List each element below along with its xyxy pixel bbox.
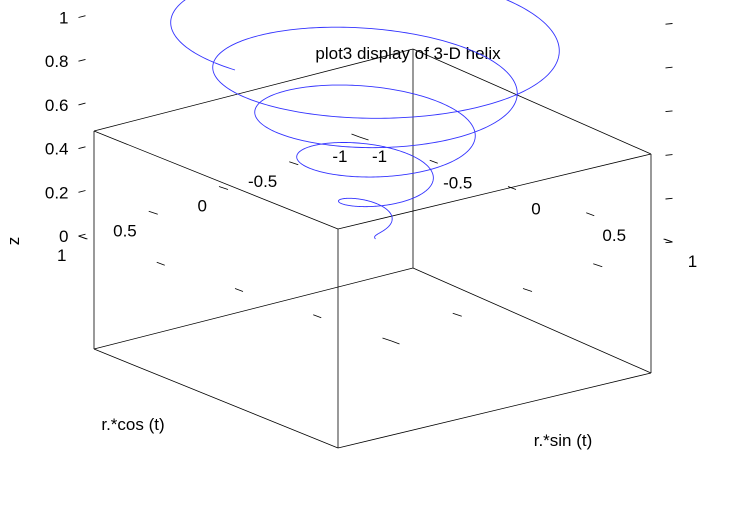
y-tick-mark-back xyxy=(78,235,87,240)
y-tick-label: 0.5 xyxy=(602,226,626,245)
z-tick-label: 0 xyxy=(59,227,68,246)
z-tick-mark-right xyxy=(665,110,673,113)
y-axis-ticks: -1 -0.5 0 0.5 1 xyxy=(78,133,697,345)
z-tick-mark xyxy=(78,15,86,18)
x-axis-ticks: -1 -0.5 0 0.5 1 xyxy=(57,136,673,342)
x-tick-label: -0.5 xyxy=(248,172,277,191)
y-tick-mark xyxy=(586,212,595,217)
y-tick-mark-back xyxy=(156,261,165,266)
z-tick-mark-right xyxy=(665,241,673,244)
y-tick-mark-back xyxy=(391,340,400,345)
y-tick-mark xyxy=(664,238,673,243)
box-edge-floor-back-left xyxy=(93,267,414,350)
x-tick-mark xyxy=(148,210,158,215)
box-edge-top-front-left xyxy=(93,130,339,230)
x-tick-label: 0 xyxy=(198,197,207,216)
z-tick-mark xyxy=(78,102,86,106)
z-tick-mark-right xyxy=(665,197,673,200)
z-tick-mark xyxy=(78,233,86,237)
z-tick-label: 0.8 xyxy=(45,52,69,71)
axes-box xyxy=(93,48,652,449)
x-tick-label: 0.5 xyxy=(113,221,137,240)
y-tick-label: 1 xyxy=(688,252,697,271)
y-tick-mark-back xyxy=(234,288,244,292)
y-tick-label: -1 xyxy=(372,147,387,166)
x-tick-mark xyxy=(359,136,369,141)
x-tick-label: 1 xyxy=(57,246,66,265)
x-tick-mark-back xyxy=(382,337,392,342)
z-tick-label: 1 xyxy=(59,9,68,28)
x-tick-mark xyxy=(289,161,299,166)
y-tick-mark-back xyxy=(313,314,322,319)
z-tick-mark-right xyxy=(665,23,673,25)
chart-title: plot3 display of 3-D helix xyxy=(315,44,501,63)
z-tick-mark xyxy=(78,58,86,62)
z-axis-label: z xyxy=(4,237,23,246)
z-tick-mark-right xyxy=(665,66,673,69)
x-tick-label: -1 xyxy=(332,147,347,166)
z-tick-mark-right xyxy=(665,154,673,156)
z-tick-label: 0.2 xyxy=(45,183,69,202)
y-tick-mark xyxy=(507,186,517,190)
y-axis-label: r.*sin (t) xyxy=(534,431,593,450)
z-tick-label: 0.6 xyxy=(45,96,69,115)
box-edge-floor-front-right xyxy=(337,372,652,449)
box-edge-floor-front-left xyxy=(93,348,339,449)
x-tick-mark-back xyxy=(522,288,533,292)
x-tick-mark xyxy=(218,186,229,190)
box-edge-back-top-left xyxy=(93,48,414,132)
x-tick-mark-back xyxy=(593,263,603,268)
y-tick-mark xyxy=(351,133,360,138)
z-axis-ticks: 0 0.2 0.4 0.6 0.8 1 xyxy=(45,9,673,246)
y-tick-label: -0.5 xyxy=(443,173,472,192)
y-tick-mark xyxy=(429,159,438,164)
z-tick-label: 0.4 xyxy=(45,140,69,159)
z-tick-mark xyxy=(78,146,86,150)
box-edge-back-top-right xyxy=(412,48,652,155)
x-tick-mark-back xyxy=(452,312,462,317)
x-axis-label: r.*cos (t) xyxy=(101,415,164,434)
box-edge-floor-back-right xyxy=(412,267,652,374)
helix-series-line xyxy=(170,0,560,240)
y-tick-label: 0 xyxy=(531,200,540,219)
box-edge-top-front-right xyxy=(337,153,652,230)
z-tick-mark xyxy=(78,190,86,193)
